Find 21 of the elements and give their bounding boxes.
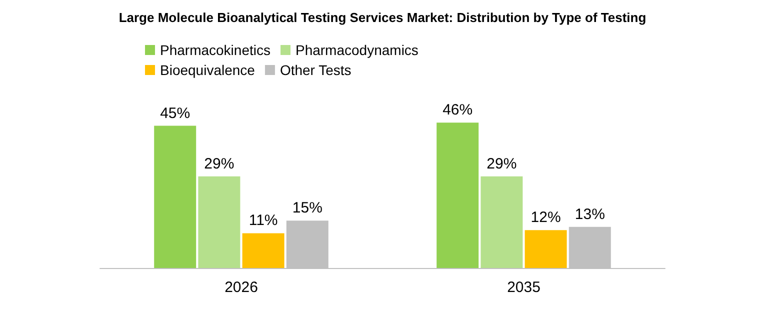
bar xyxy=(154,126,196,268)
legend-label: Pharmacokinetics xyxy=(160,42,270,58)
data-label: 11% xyxy=(248,212,278,230)
legend-label: Pharmacodynamics xyxy=(295,42,418,58)
bar xyxy=(524,230,567,268)
chart-title: Large Molecule Bioanalytical Testing Services Market: Distribution by Type of Testing xyxy=(118,10,646,25)
x-tick-label: 2026 xyxy=(224,279,258,296)
data-label: 29% xyxy=(204,155,234,172)
bar xyxy=(242,233,284,268)
bar xyxy=(480,176,523,268)
data-label: 12% xyxy=(530,209,561,226)
data-label: 45% xyxy=(160,104,190,122)
x-tick-label: 2035 xyxy=(507,279,540,296)
data-label: 46% xyxy=(442,102,473,119)
data-label: 13% xyxy=(574,206,605,223)
data-label: 29% xyxy=(486,155,517,172)
legend-label: Bioequivalence xyxy=(160,62,256,78)
bar xyxy=(436,122,479,268)
legend-label: Other Tests xyxy=(280,62,352,78)
bar xyxy=(198,176,240,268)
data-label: 15% xyxy=(292,200,322,217)
